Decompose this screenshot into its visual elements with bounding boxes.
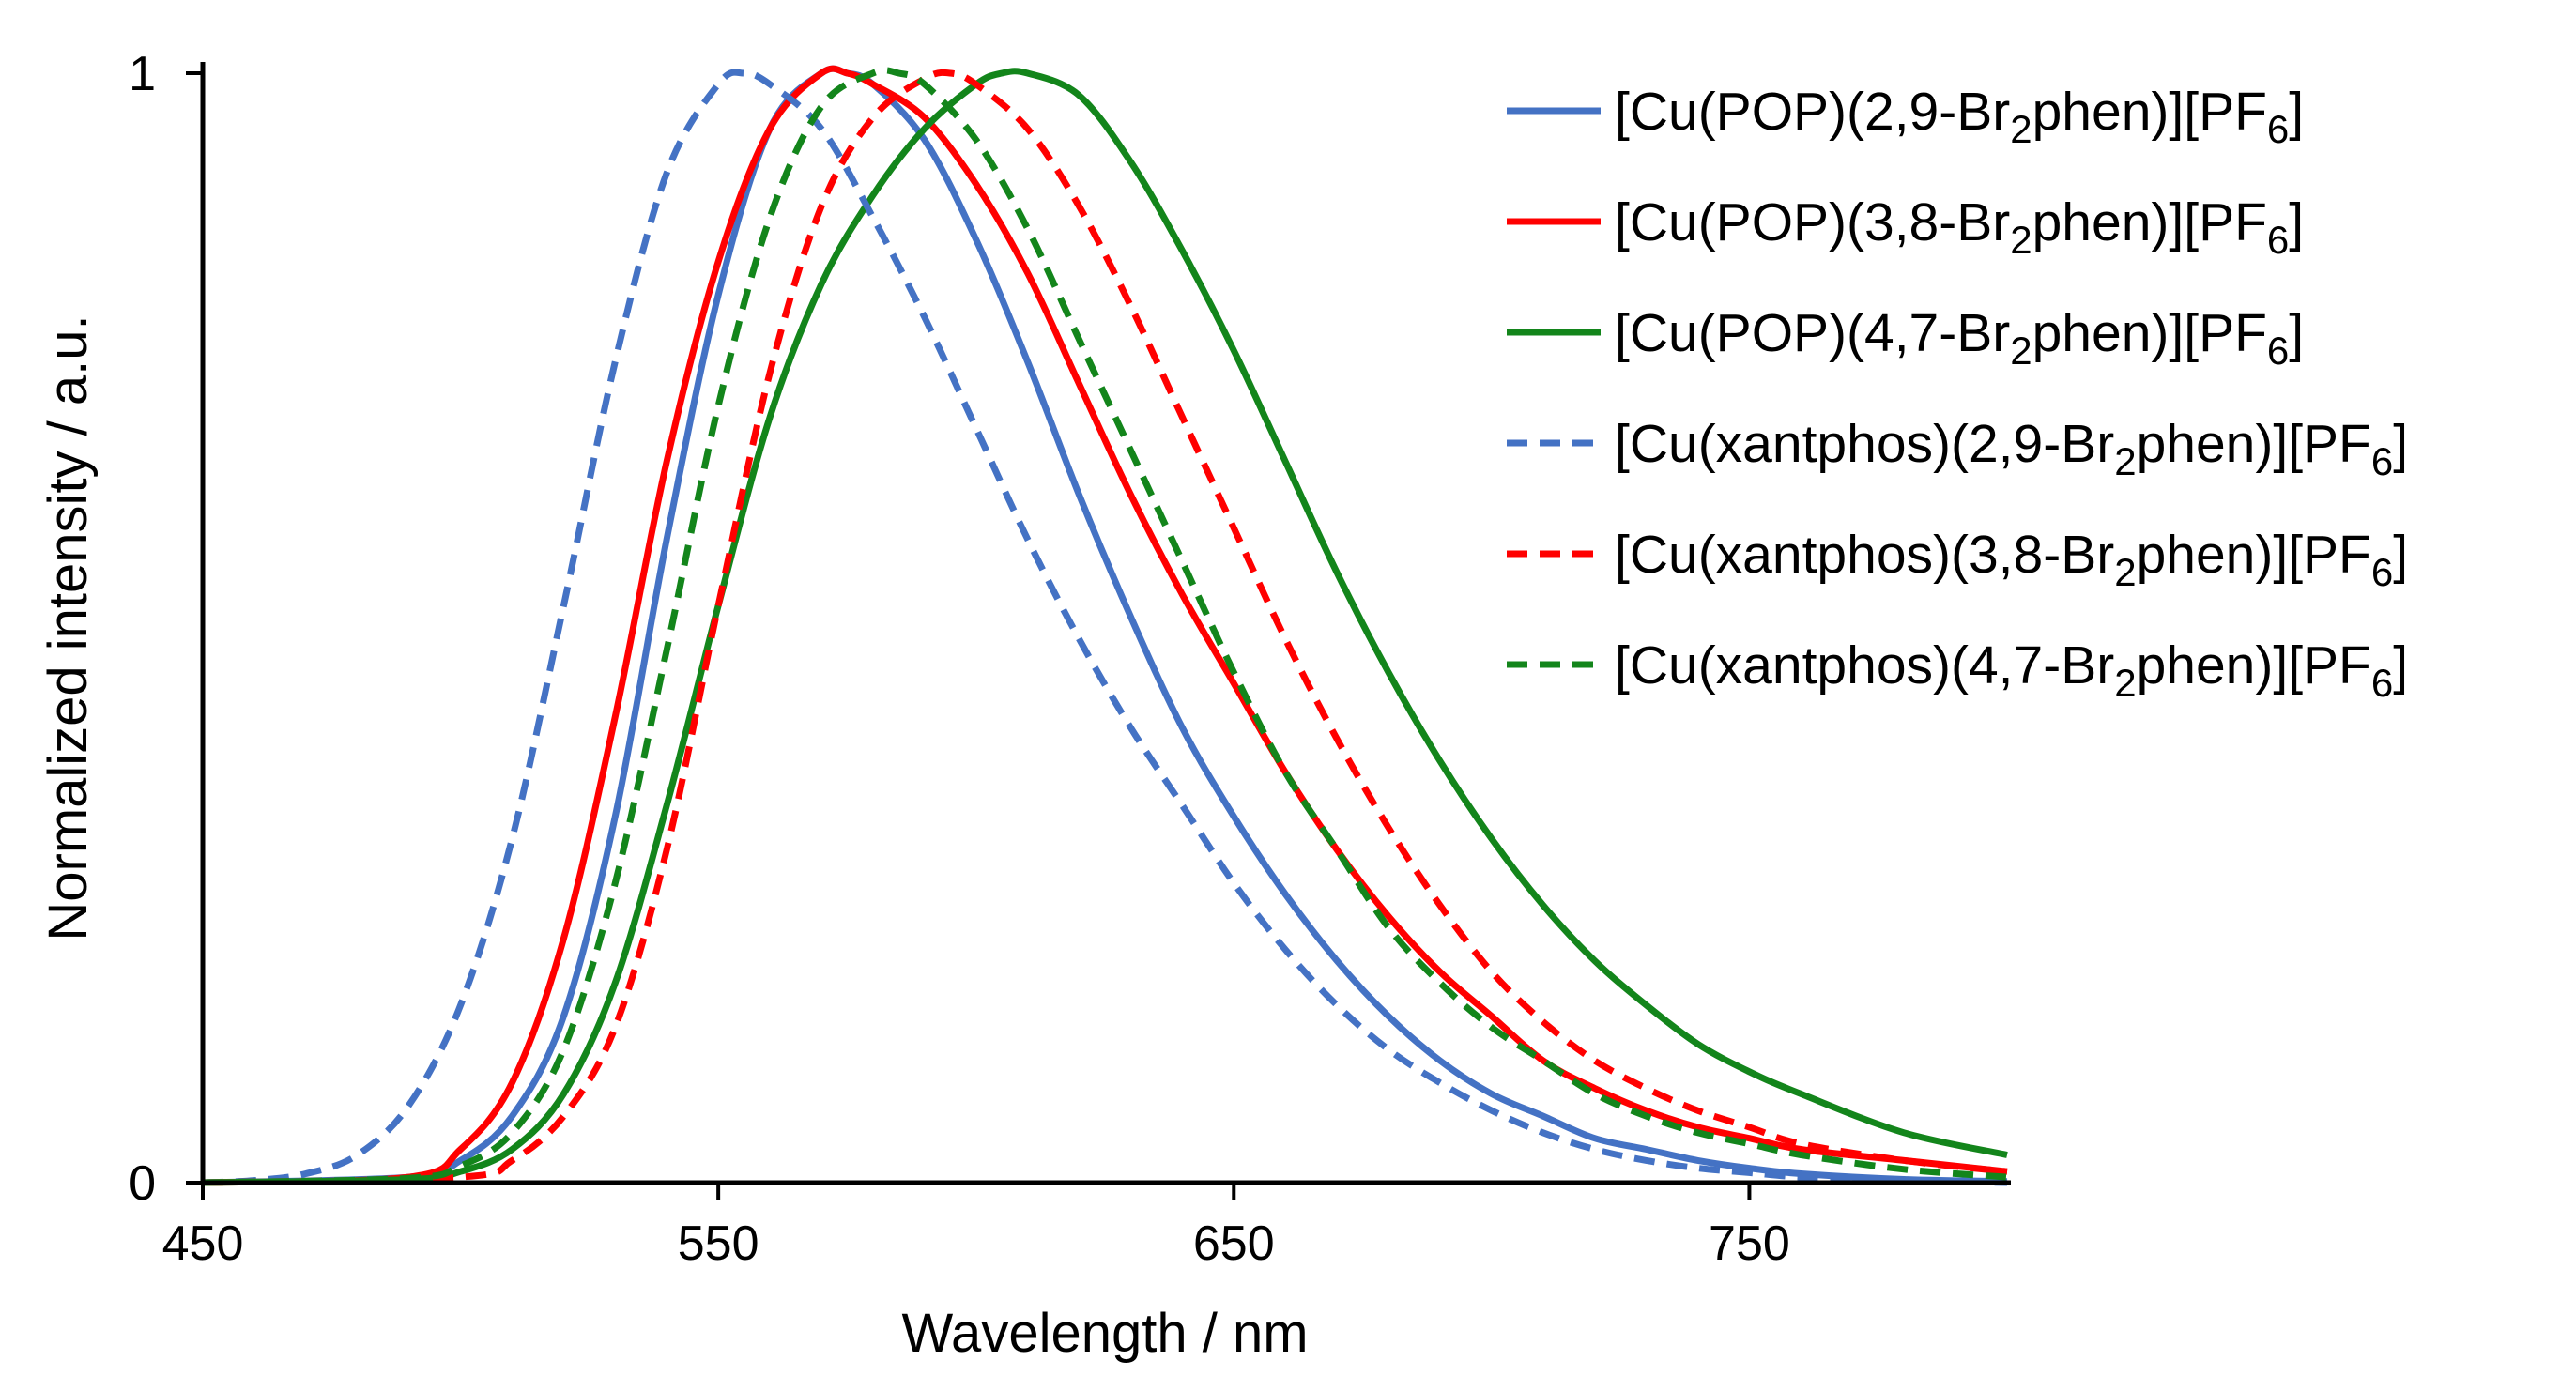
y-axis-label: Normalized intensity / a.u. (38, 314, 99, 940)
x-tick-label: 450 (162, 1216, 244, 1271)
legend-label-part: phen)][PF (2137, 414, 2371, 474)
legend-label-part: ] (2289, 192, 2304, 252)
legend-label-part: [Cu(xantphos)(2,9-Br (1615, 414, 2114, 474)
legend-label-part: 6 (2267, 329, 2289, 373)
legend-label-part: 2 (2010, 329, 2032, 373)
legend-label: [Cu(POP)(3,8-Br2phen)][PF6] (1615, 192, 2304, 262)
x-tick-label: 650 (1193, 1216, 1275, 1271)
legend-label-part: ] (2289, 82, 2304, 142)
series-line-3 (202, 68, 2008, 1186)
legend-label-part: ] (2393, 414, 2408, 474)
legend-label-part: [Cu(xantphos)(4,7-Br (1615, 635, 2114, 696)
legend-label-part: phen)][PF (2032, 82, 2267, 142)
legend-label-part: [Cu(POP)(4,7-Br (1615, 303, 2010, 363)
legend-label: [Cu(xantphos)(2,9-Br2phen)][PF6] (1615, 414, 2408, 483)
legend-item: [Cu(xantphos)(2,9-Br2phen)][PF6] (1507, 414, 2408, 483)
legend-label-part: 2 (2010, 218, 2032, 262)
legend-label: [Cu(xantphos)(4,7-Br2phen)][PF6] (1615, 635, 2408, 705)
legend-label-part: phen)][PF (2137, 525, 2371, 585)
legend-item: [Cu(xantphos)(4,7-Br2phen)][PF6] (1507, 635, 2408, 705)
ticks: 450 550 650 750 0 1 (129, 47, 1790, 1271)
legend-label-part: 6 (2267, 107, 2289, 151)
legend-label-part: 6 (2267, 218, 2289, 262)
x-axis-label: Wavelength / nm (901, 1303, 1308, 1364)
legend-label-part: 2 (2010, 107, 2032, 151)
legend-label-part: phen)][PF (2032, 303, 2267, 363)
series-line-4 (202, 69, 2008, 1186)
y-tick-label: 0 (129, 1156, 156, 1211)
legend-label-part: ] (2393, 525, 2408, 585)
legend-label-part: 6 (2371, 550, 2393, 594)
legend-label-part: 6 (2371, 661, 2393, 705)
x-tick-label: 550 (678, 1216, 759, 1271)
y-tick-label: 1 (129, 47, 156, 101)
series-line-5 (202, 69, 2008, 1186)
legend-label-part: phen)][PF (2137, 635, 2371, 696)
legend-label: [Cu(POP)(4,7-Br2phen)][PF6] (1615, 303, 2304, 373)
legend-label: [Cu(xantphos)(3,8-Br2phen)][PF6] (1615, 525, 2408, 594)
legend-label-part: [Cu(POP)(2,9-Br (1615, 82, 2010, 142)
legend-label: [Cu(POP)(2,9-Br2phen)][PF6] (1615, 82, 2304, 151)
legend-label-part: 2 (2114, 661, 2136, 705)
legend-label-part: ] (2393, 635, 2408, 696)
legend-item: [Cu(POP)(2,9-Br2phen)][PF6] (1507, 82, 2304, 151)
series-line-1 (202, 65, 2008, 1186)
legend-label-part: [Cu(POP)(3,8-Br (1615, 192, 2010, 252)
legend-item: [Cu(xantphos)(3,8-Br2phen)][PF6] (1507, 525, 2408, 594)
legend-label-part: phen)][PF (2032, 192, 2267, 252)
series-line-6 (202, 67, 2008, 1186)
legend-item: [Cu(POP)(3,8-Br2phen)][PF6] (1507, 192, 2304, 262)
legend: [Cu(POP)(2,9-Br2phen)][PF6][Cu(POP)(3,8-… (1507, 82, 2408, 705)
legend-item: [Cu(POP)(4,7-Br2phen)][PF6] (1507, 303, 2304, 373)
legend-label-part: ] (2289, 303, 2304, 363)
legend-label-part: 2 (2114, 439, 2136, 483)
legend-label-part: 2 (2114, 550, 2136, 594)
series-line-2 (202, 65, 2008, 1186)
plot-area (202, 65, 2008, 1186)
legend-label-part: [Cu(xantphos)(3,8-Br (1615, 525, 2114, 585)
x-tick-label: 750 (1709, 1216, 1790, 1271)
axes (200, 62, 2011, 1185)
legend-label-part: 6 (2371, 439, 2393, 483)
